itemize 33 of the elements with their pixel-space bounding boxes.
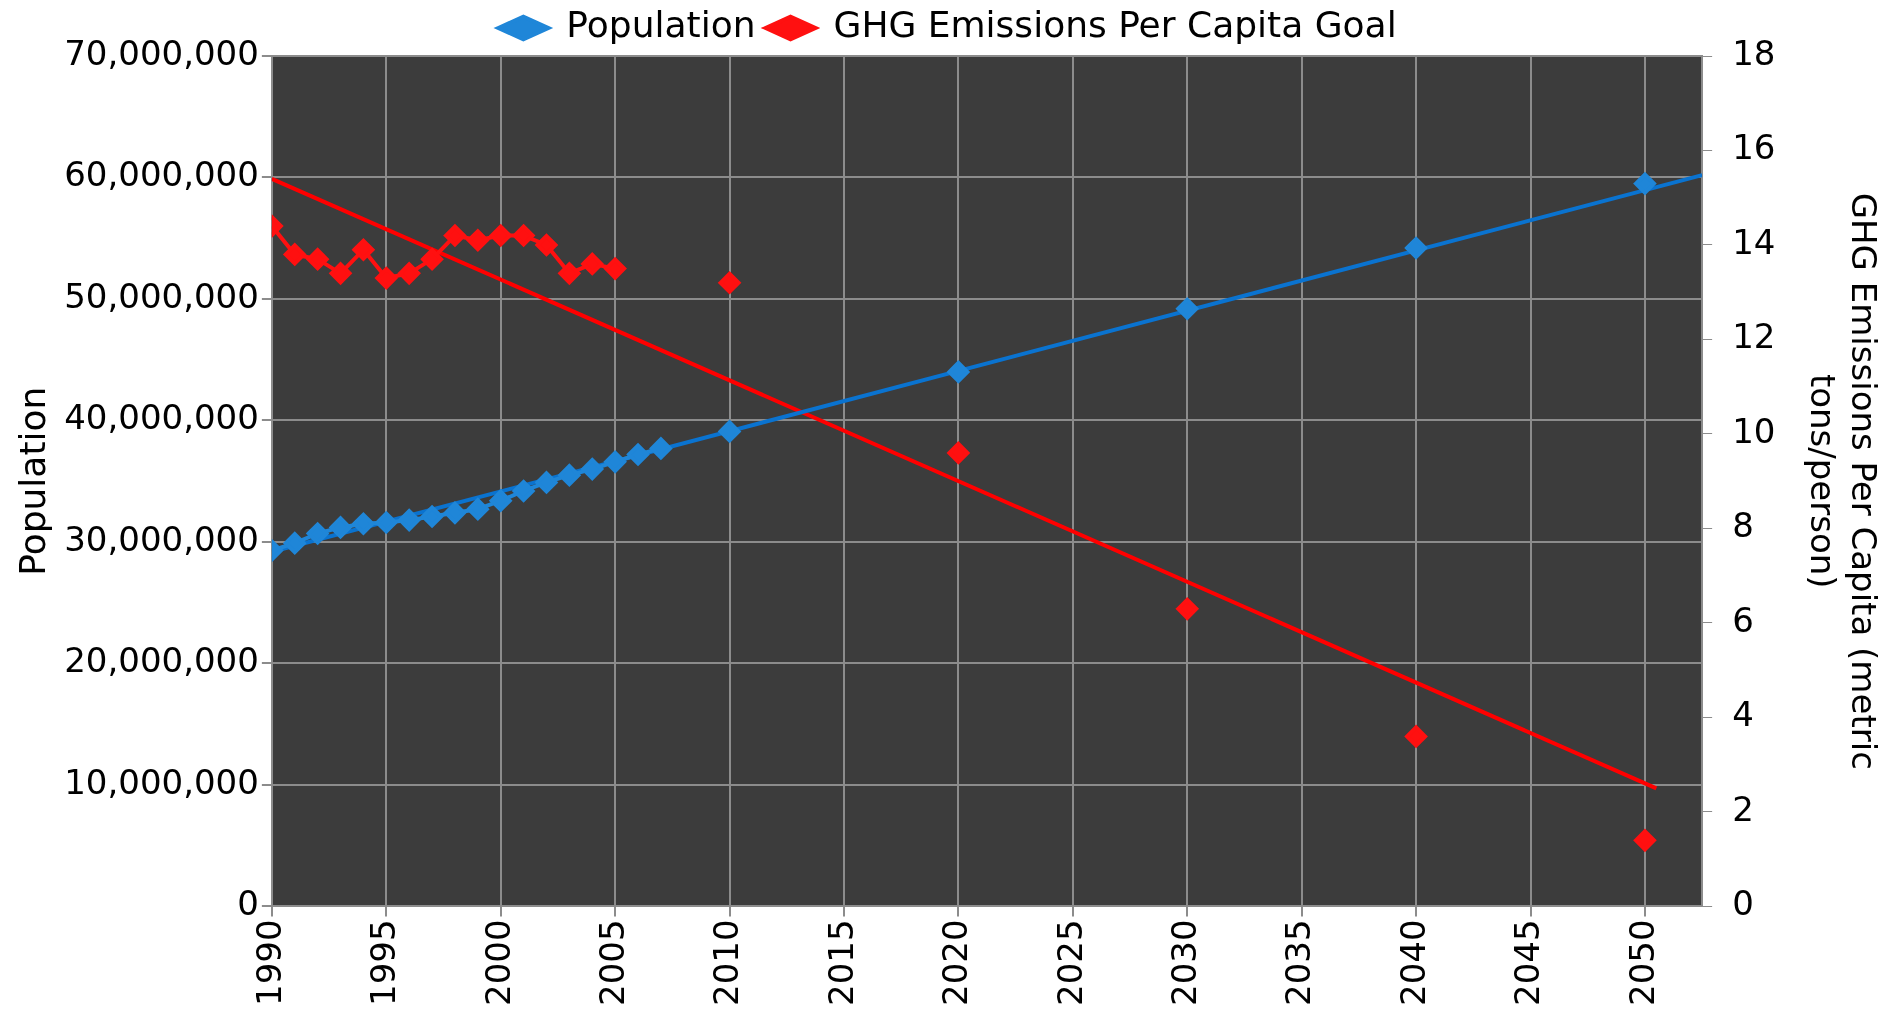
legend-label: Population [566, 4, 756, 46]
y2-tick-label: 2 [1732, 788, 1754, 829]
y-tick-label: 30,000,000 [64, 518, 259, 559]
x-tick-label: 2045 [1507, 919, 1548, 1006]
x-tick-label: 2050 [1621, 919, 1662, 1006]
y2-tick-label: 18 [1732, 32, 1776, 73]
y2-tick-label: 4 [1732, 694, 1754, 735]
x-tick-label: 2030 [1164, 919, 1205, 1006]
y-tick-label: 40,000,000 [64, 397, 259, 438]
x-tick-label: 2040 [1392, 919, 1433, 1006]
y2-tick-label: 10 [1732, 410, 1776, 451]
legend-label: GHG Emissions Per Capita Goal [833, 4, 1397, 46]
x-tick-label: 2010 [706, 919, 747, 1006]
y2-axis-title: GHG Emissions Per Capita (metric tons/person) [1802, 192, 1884, 770]
y-tick-label: 50,000,000 [64, 275, 259, 316]
y2-tick-label: 8 [1732, 505, 1754, 546]
x-tick-label: 2025 [1049, 919, 1090, 1006]
y2-tick-label: 0 [1732, 883, 1754, 924]
y2-tick-label: 16 [1732, 127, 1776, 168]
x-tick-label: 1995 [363, 919, 404, 1006]
y-axis-title: Population [11, 386, 53, 576]
x-tick-label: 2035 [1278, 919, 1319, 1006]
x-tick-label: 2020 [935, 919, 976, 1006]
y2-tick-label: 12 [1732, 316, 1776, 357]
y2-tick-label: 6 [1732, 599, 1754, 640]
y2-tick-label: 14 [1732, 221, 1776, 262]
x-tick-label: 2005 [591, 919, 632, 1006]
x-tick-label: 2015 [820, 919, 861, 1006]
y-tick-label: 60,000,000 [64, 154, 259, 195]
y-tick-label: 70,000,000 [64, 32, 259, 73]
x-tick-label: 2000 [477, 919, 518, 1006]
y-tick-label: 20,000,000 [64, 640, 259, 681]
y-tick-label: 10,000,000 [64, 761, 259, 802]
